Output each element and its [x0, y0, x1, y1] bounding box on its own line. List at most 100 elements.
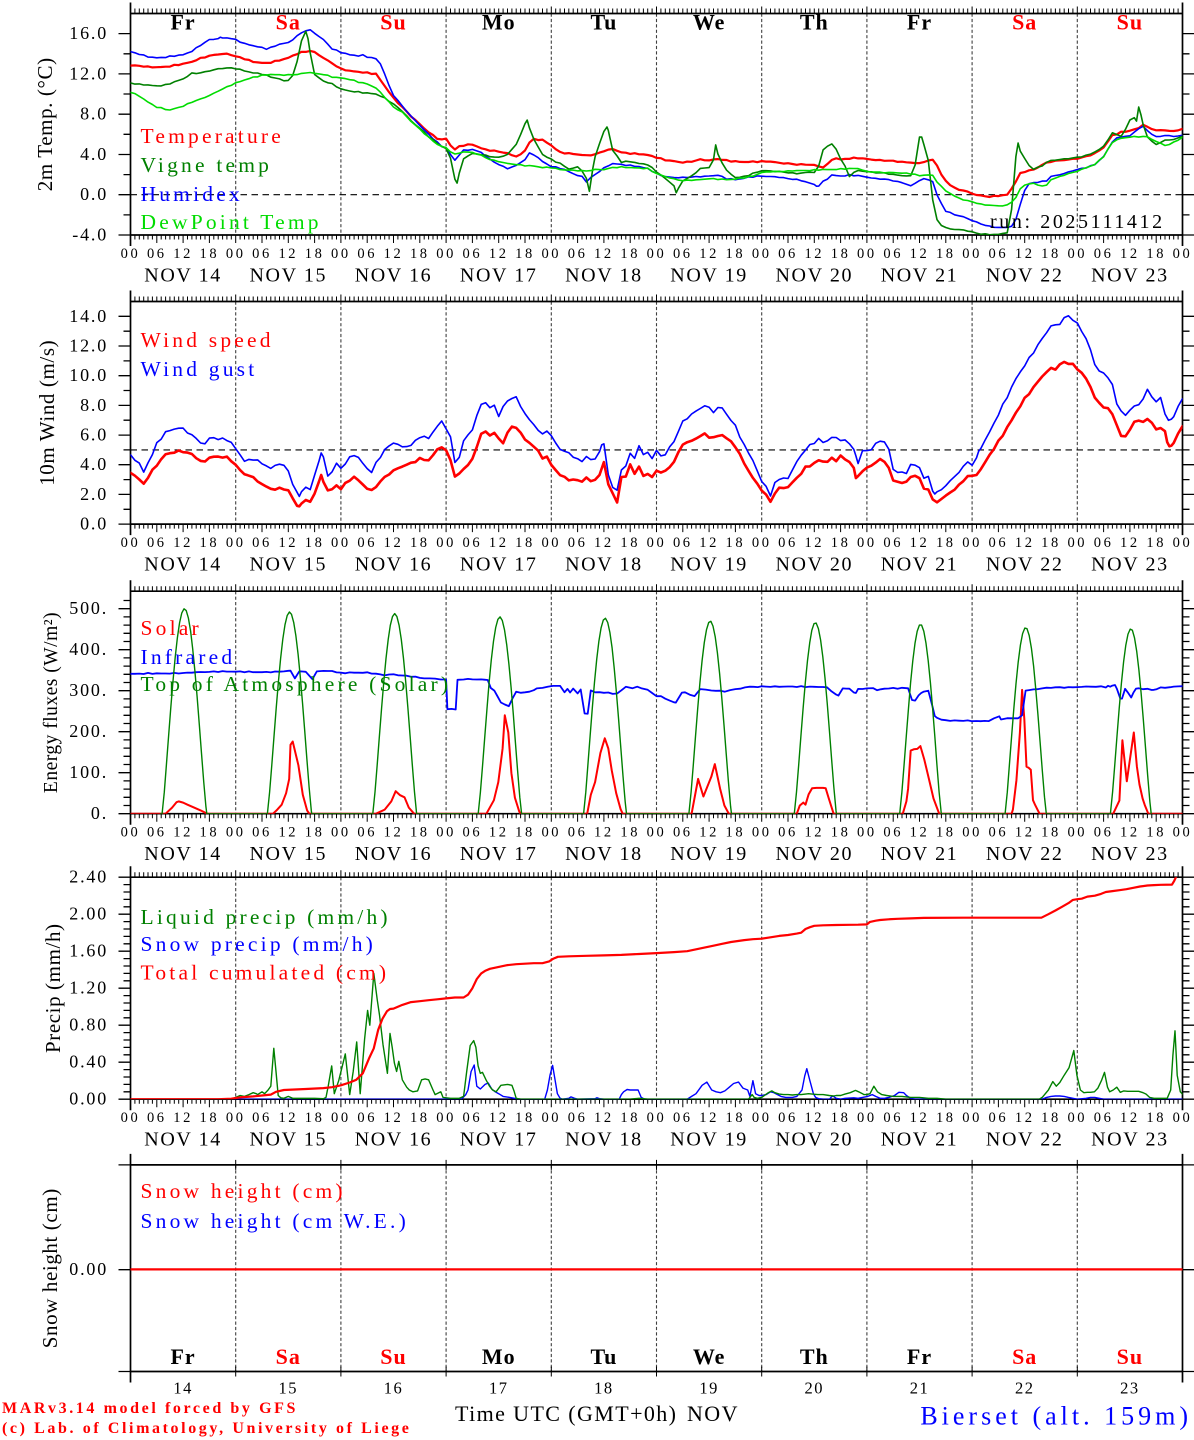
svg-text:200.: 200. [69, 721, 108, 741]
svg-text:NOV 19: NOV 19 [670, 554, 748, 576]
svg-text:17: 17 [489, 1379, 509, 1398]
svg-text:12: 12 [594, 825, 614, 841]
svg-text:Precip (mm/h): Precip (mm/h) [41, 923, 65, 1053]
svg-text:18: 18 [305, 535, 325, 551]
svg-text:18: 18 [831, 825, 851, 841]
svg-text:06: 06 [252, 825, 272, 841]
svg-text:00: 00 [331, 825, 351, 841]
svg-text:18: 18 [200, 825, 220, 841]
svg-text:Fr: Fr [907, 1344, 932, 1369]
svg-text:18: 18 [620, 825, 640, 841]
svg-text:4.0: 4.0 [80, 144, 108, 164]
svg-text:18: 18 [1146, 246, 1166, 262]
svg-text:18: 18 [936, 1110, 956, 1126]
svg-text:18: 18 [831, 1110, 851, 1126]
svg-text:12: 12 [1015, 246, 1035, 262]
svg-text:00: 00 [857, 246, 877, 262]
svg-text:0.00: 0.00 [69, 1259, 108, 1279]
svg-text:12: 12 [489, 535, 509, 551]
svg-text:00: 00 [436, 1110, 456, 1126]
svg-text:12: 12 [278, 1110, 298, 1126]
svg-text:00: 00 [857, 535, 877, 551]
svg-text:18: 18 [410, 246, 430, 262]
svg-text:Su: Su [380, 1344, 406, 1369]
svg-text:06: 06 [1094, 535, 1114, 551]
svg-text:6.0: 6.0 [80, 425, 108, 445]
svg-text:12: 12 [804, 1110, 824, 1126]
svg-text:12: 12 [384, 535, 404, 551]
svg-text:18: 18 [1041, 825, 1061, 841]
svg-text:NOV 19: NOV 19 [670, 265, 748, 287]
svg-text:00: 00 [647, 825, 667, 841]
svg-text:Snow precip (mm/h): Snow precip (mm/h) [141, 932, 377, 956]
svg-text:-4.0: -4.0 [72, 225, 108, 245]
svg-text:12: 12 [804, 825, 824, 841]
svg-text:06: 06 [252, 535, 272, 551]
svg-text:NOV 18: NOV 18 [565, 554, 643, 576]
svg-text:06: 06 [568, 1110, 588, 1126]
svg-text:300.: 300. [69, 680, 108, 700]
svg-text:00: 00 [857, 1110, 877, 1126]
svg-text:06: 06 [357, 1110, 377, 1126]
svg-text:12: 12 [910, 825, 930, 841]
svg-text:12: 12 [910, 246, 930, 262]
svg-text:NOV 14: NOV 14 [144, 554, 222, 576]
svg-text:00: 00 [647, 1110, 667, 1126]
svg-text:0.0: 0.0 [80, 514, 108, 534]
svg-text:00: 00 [962, 825, 982, 841]
svg-text:06: 06 [1094, 825, 1114, 841]
svg-text:06: 06 [673, 246, 693, 262]
svg-text:0.: 0. [91, 803, 108, 823]
svg-text:10m Wind (m/s): 10m Wind (m/s) [35, 340, 59, 486]
svg-text:0.0: 0.0 [80, 184, 108, 204]
svg-text:12.0: 12.0 [69, 336, 108, 356]
svg-text:NOV 22: NOV 22 [986, 843, 1064, 865]
svg-text:NOV 20: NOV 20 [776, 843, 854, 865]
svg-text:12: 12 [1120, 825, 1140, 841]
svg-text:00: 00 [121, 535, 141, 551]
svg-text:06: 06 [778, 246, 798, 262]
svg-text:14.0: 14.0 [69, 306, 108, 326]
svg-text:06: 06 [357, 246, 377, 262]
svg-text:NOV 23: NOV 23 [1091, 554, 1169, 576]
svg-text:12: 12 [489, 825, 509, 841]
svg-text:12: 12 [278, 825, 298, 841]
svg-text:12: 12 [384, 825, 404, 841]
svg-text:18: 18 [936, 246, 956, 262]
svg-text:00: 00 [541, 535, 561, 551]
svg-text:18: 18 [1146, 535, 1166, 551]
svg-text:00: 00 [541, 1110, 561, 1126]
svg-text:06: 06 [463, 825, 483, 841]
svg-text:00: 00 [226, 825, 246, 841]
svg-text:NOV 20: NOV 20 [776, 1129, 854, 1151]
svg-text:12: 12 [699, 1110, 719, 1126]
svg-text:18: 18 [515, 535, 535, 551]
svg-text:Wind speed: Wind speed [141, 328, 274, 352]
svg-text:400.: 400. [69, 639, 108, 659]
svg-text:00: 00 [331, 1110, 351, 1126]
svg-text:12.0: 12.0 [69, 63, 108, 83]
svg-text:NOV 15: NOV 15 [250, 1129, 328, 1151]
svg-text:18: 18 [726, 246, 746, 262]
svg-text:Sa: Sa [276, 10, 301, 35]
svg-text:18: 18 [515, 246, 535, 262]
svg-text:NOV 22: NOV 22 [986, 554, 1064, 576]
svg-text:12: 12 [278, 535, 298, 551]
svg-text:Time UTC (GMT+0h): Time UTC (GMT+0h) [455, 1401, 677, 1426]
svg-text:0.40: 0.40 [69, 1052, 108, 1072]
svg-text:12: 12 [804, 535, 824, 551]
svg-text:16.0: 16.0 [69, 23, 108, 43]
svg-text:12: 12 [1015, 535, 1035, 551]
svg-text:18: 18 [620, 246, 640, 262]
svg-text:18: 18 [410, 535, 430, 551]
svg-text:18: 18 [1041, 246, 1061, 262]
svg-text:Bierset (alt. 159m): Bierset (alt. 159m) [920, 1402, 1192, 1431]
svg-text:06: 06 [883, 535, 903, 551]
svg-text:00: 00 [752, 535, 772, 551]
svg-text:Liquid precip (mm/h): Liquid precip (mm/h) [141, 905, 391, 929]
svg-text:00: 00 [331, 246, 351, 262]
svg-text:00: 00 [436, 246, 456, 262]
svg-text:18: 18 [726, 825, 746, 841]
svg-text:Snow height (cm W.E.): Snow height (cm W.E.) [141, 1209, 409, 1233]
svg-text:00: 00 [1067, 535, 1087, 551]
